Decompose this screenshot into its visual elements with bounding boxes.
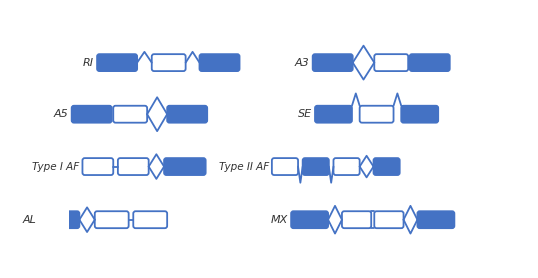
FancyBboxPatch shape: [167, 106, 207, 123]
Text: AL: AL: [23, 215, 36, 225]
FancyBboxPatch shape: [313, 54, 353, 71]
FancyBboxPatch shape: [97, 54, 137, 71]
Text: A3: A3: [295, 58, 309, 68]
Text: A5: A5: [54, 109, 69, 119]
FancyBboxPatch shape: [401, 106, 438, 123]
FancyBboxPatch shape: [133, 211, 167, 228]
FancyBboxPatch shape: [118, 158, 148, 175]
FancyBboxPatch shape: [374, 54, 408, 71]
Text: Type II AF: Type II AF: [218, 162, 269, 172]
FancyBboxPatch shape: [95, 211, 129, 228]
Text: SE: SE: [298, 109, 312, 119]
FancyBboxPatch shape: [152, 54, 186, 71]
FancyBboxPatch shape: [39, 211, 80, 228]
FancyBboxPatch shape: [334, 158, 360, 175]
FancyBboxPatch shape: [72, 106, 112, 123]
FancyBboxPatch shape: [342, 211, 371, 228]
FancyBboxPatch shape: [164, 158, 206, 175]
FancyBboxPatch shape: [374, 211, 404, 228]
FancyBboxPatch shape: [417, 211, 455, 228]
FancyBboxPatch shape: [410, 54, 450, 71]
FancyBboxPatch shape: [200, 54, 239, 71]
FancyBboxPatch shape: [291, 211, 328, 228]
Text: RI: RI: [83, 58, 94, 68]
FancyBboxPatch shape: [303, 158, 329, 175]
Text: MX: MX: [271, 215, 288, 225]
FancyBboxPatch shape: [114, 106, 147, 123]
FancyBboxPatch shape: [272, 158, 298, 175]
FancyBboxPatch shape: [360, 106, 393, 123]
FancyBboxPatch shape: [82, 158, 114, 175]
FancyBboxPatch shape: [373, 158, 400, 175]
Text: Type I AF: Type I AF: [32, 162, 80, 172]
FancyBboxPatch shape: [315, 106, 352, 123]
